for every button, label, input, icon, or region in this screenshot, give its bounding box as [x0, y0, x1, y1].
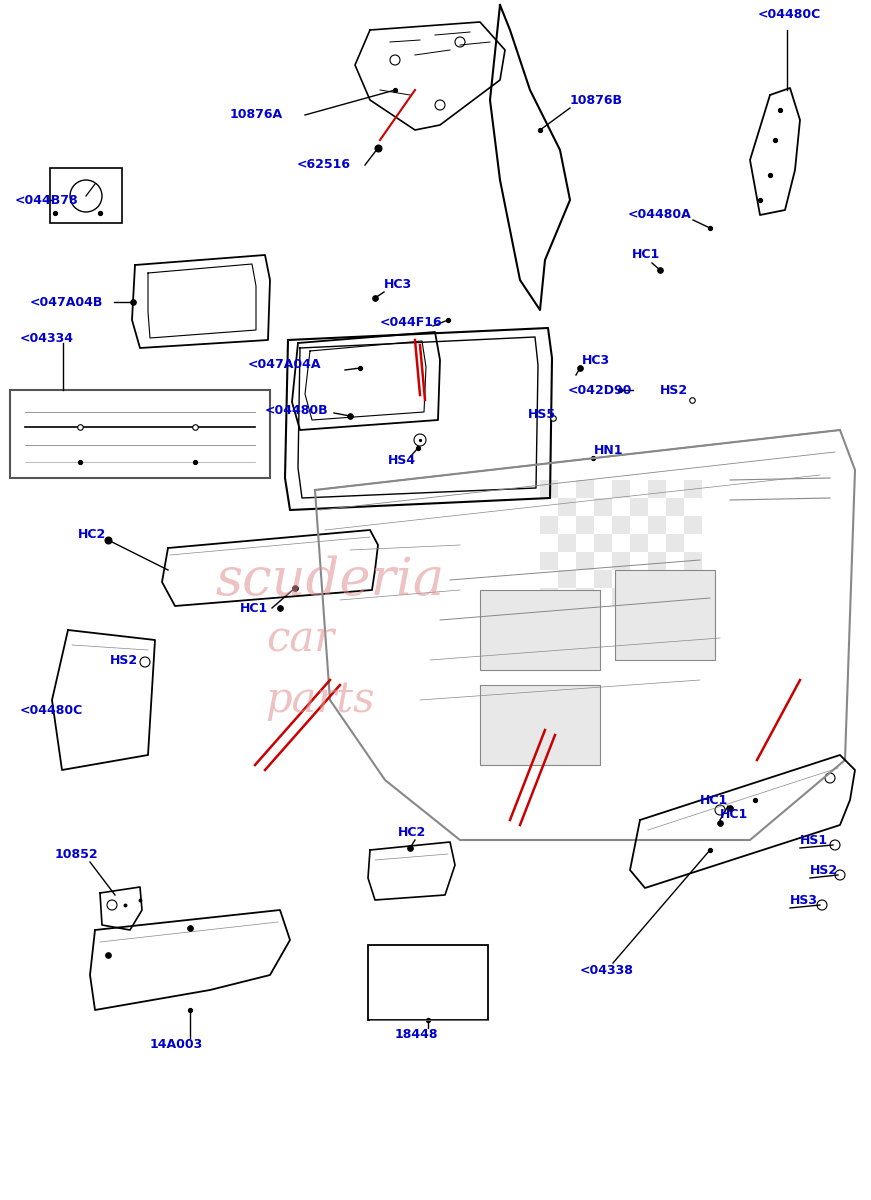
- Circle shape: [414, 434, 426, 446]
- Bar: [684, 516, 702, 534]
- Circle shape: [835, 870, 845, 880]
- Text: 10876B: 10876B: [570, 94, 623, 107]
- Bar: [612, 480, 630, 498]
- Text: HC2: HC2: [398, 827, 426, 840]
- Bar: [576, 552, 594, 570]
- Bar: [612, 516, 630, 534]
- Bar: [615, 570, 715, 660]
- Text: parts: parts: [266, 679, 375, 721]
- Text: HC3: HC3: [582, 354, 610, 366]
- Bar: [594, 570, 612, 588]
- Bar: [648, 552, 666, 570]
- Bar: [684, 552, 702, 570]
- Circle shape: [830, 840, 840, 850]
- Bar: [630, 570, 648, 588]
- Circle shape: [390, 55, 400, 65]
- Circle shape: [825, 773, 835, 782]
- Circle shape: [107, 900, 117, 910]
- Text: <047A04B: <047A04B: [30, 295, 104, 308]
- Bar: [558, 534, 576, 552]
- Text: <044B78: <044B78: [15, 193, 78, 206]
- Text: <042D90: <042D90: [568, 384, 632, 396]
- Bar: [576, 588, 594, 606]
- Bar: [666, 534, 684, 552]
- Text: 10852: 10852: [55, 848, 98, 862]
- Text: <04480C: <04480C: [758, 8, 821, 22]
- Text: HC1: HC1: [700, 793, 728, 806]
- Text: <04480C: <04480C: [20, 703, 84, 716]
- Text: scuderia: scuderia: [215, 554, 444, 606]
- Bar: [684, 588, 702, 606]
- Text: <04480B: <04480B: [265, 403, 328, 416]
- Bar: [648, 516, 666, 534]
- Text: HS5: HS5: [528, 408, 556, 421]
- Text: HS1: HS1: [800, 834, 828, 846]
- Text: car: car: [266, 619, 334, 661]
- Bar: [540, 588, 558, 606]
- Text: 10876A: 10876A: [230, 108, 283, 121]
- Circle shape: [715, 805, 725, 815]
- Bar: [558, 570, 576, 588]
- Bar: [612, 588, 630, 606]
- Bar: [594, 534, 612, 552]
- Text: <04334: <04334: [20, 331, 74, 344]
- Bar: [368, 946, 488, 1020]
- Bar: [540, 552, 558, 570]
- Bar: [540, 516, 558, 534]
- Bar: [648, 480, 666, 498]
- Text: HC1: HC1: [632, 248, 660, 262]
- Text: 14A003: 14A003: [150, 1038, 203, 1051]
- Bar: [684, 480, 702, 498]
- Text: <04480A: <04480A: [628, 209, 692, 222]
- Circle shape: [435, 100, 445, 110]
- Text: HS2: HS2: [660, 384, 688, 396]
- Text: <04338: <04338: [580, 964, 634, 977]
- Circle shape: [140, 658, 150, 667]
- Text: HC2: HC2: [78, 528, 106, 541]
- Bar: [612, 552, 630, 570]
- Bar: [50, 168, 122, 223]
- Circle shape: [817, 900, 827, 910]
- Text: HC1: HC1: [240, 601, 268, 614]
- Bar: [558, 498, 576, 516]
- Circle shape: [455, 37, 465, 47]
- Text: HS3: HS3: [790, 894, 818, 906]
- Bar: [576, 480, 594, 498]
- Text: HS4: HS4: [388, 454, 416, 467]
- Text: HS2: HS2: [110, 654, 138, 666]
- Bar: [480, 590, 600, 670]
- Bar: [576, 516, 594, 534]
- Bar: [666, 570, 684, 588]
- Text: <047A04A: <047A04A: [248, 359, 321, 372]
- Text: HN1: HN1: [594, 444, 624, 456]
- Bar: [630, 534, 648, 552]
- Bar: [666, 498, 684, 516]
- Text: <62516: <62516: [297, 158, 351, 172]
- Bar: [648, 588, 666, 606]
- Text: HC3: HC3: [384, 278, 412, 292]
- Text: 18448: 18448: [395, 1028, 438, 1042]
- Text: <044F16: <044F16: [380, 316, 442, 329]
- Bar: [10, 390, 270, 478]
- Text: HC1: HC1: [720, 809, 748, 822]
- Bar: [594, 498, 612, 516]
- Bar: [540, 480, 558, 498]
- Text: HS2: HS2: [810, 864, 838, 876]
- Bar: [480, 685, 600, 766]
- Circle shape: [70, 180, 102, 212]
- Bar: [630, 498, 648, 516]
